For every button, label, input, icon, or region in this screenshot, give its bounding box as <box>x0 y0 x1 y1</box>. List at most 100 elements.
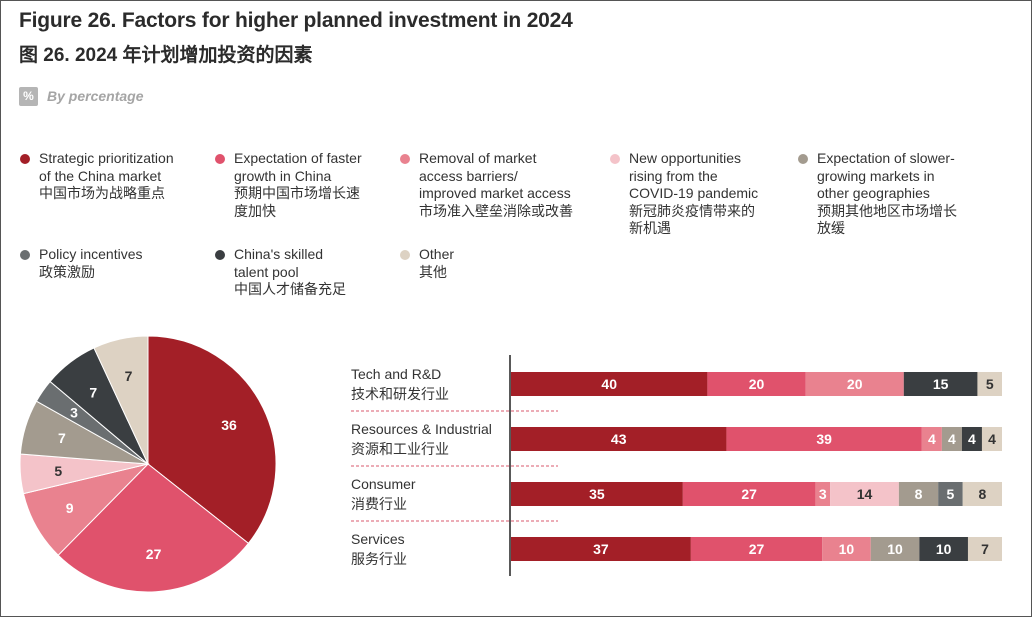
legend-label: Expectation of slower- <box>817 150 955 166</box>
bar-value-label: 10 <box>839 541 855 557</box>
legend-label: Other <box>419 246 455 262</box>
bar-value-label: 5 <box>986 376 994 392</box>
legend-swatch <box>610 154 620 164</box>
legend-label-chinese: 新机遇 <box>629 220 671 236</box>
legend-label: Strategic prioritization <box>39 150 174 166</box>
bar-value-label: 14 <box>857 486 873 502</box>
bar-segment <box>870 537 920 561</box>
bar-value-label: 27 <box>749 541 765 557</box>
bar-value-label: 43 <box>611 431 627 447</box>
bar-value-label: 4 <box>968 431 976 447</box>
legend-label-chinese: 中国人才储备充足 <box>234 281 346 297</box>
legend-label: Expectation of faster <box>234 150 362 166</box>
legend-label-chinese: 放缓 <box>817 220 845 236</box>
legend-label: talent pool <box>234 263 299 280</box>
legend-label-chinese: 中国市场为战略重点 <box>39 185 165 201</box>
category-label-chinese: 服务行业 <box>351 551 407 567</box>
bar-value-label: 4 <box>928 431 936 447</box>
pie-value-label: 7 <box>89 385 97 401</box>
legend-swatch <box>798 154 808 164</box>
unit-label: By percentage <box>47 88 144 104</box>
legend-label-chinese: 预期其他地区市场增长 <box>817 202 957 219</box>
legend-swatch <box>20 154 30 164</box>
figure-title-chinese: 图 26. 2024 年计划增加投资的因素 <box>19 45 313 66</box>
bar-segment <box>977 372 1002 396</box>
bar-value-label: 10 <box>887 541 903 557</box>
percent-icon: % <box>19 87 38 106</box>
bar-segment <box>822 537 871 561</box>
legend-label: improved market access <box>419 185 571 201</box>
bar-value-label: 10 <box>936 541 952 557</box>
bar-segment <box>921 427 942 451</box>
bar-segment <box>961 427 982 451</box>
legend-swatch <box>215 154 225 164</box>
legend-label: other geographies <box>817 185 930 201</box>
legend-swatch <box>215 250 225 260</box>
category-label: Resources & Industrial <box>351 421 492 437</box>
bar-value-label: 35 <box>589 486 605 502</box>
bar-segment <box>690 537 823 561</box>
pie-slice <box>93 335 149 465</box>
bar-value-label: 7 <box>981 541 989 557</box>
legend-label: growing markets in <box>817 167 935 184</box>
bar-value-label: 3 <box>819 486 827 502</box>
pie-value-label: 27 <box>146 546 162 562</box>
pie-value-label: 36 <box>221 417 237 433</box>
bar-value-label: 15 <box>933 376 949 392</box>
bar-segment <box>967 537 1002 561</box>
bar-segment <box>726 427 922 451</box>
category-label-chinese: 资源和工业行业 <box>351 441 449 457</box>
pie-slice <box>57 463 250 593</box>
bar-segment <box>511 537 691 561</box>
bar-segment <box>511 482 683 506</box>
bar-segment <box>898 482 939 506</box>
bar-value-label: 5 <box>947 486 955 502</box>
bar-segment <box>511 427 727 451</box>
bar-value-label: 27 <box>741 486 757 502</box>
pie-value-label: 7 <box>58 430 66 446</box>
bar-segment <box>903 372 978 396</box>
category-label-chinese: 消费行业 <box>351 496 407 512</box>
pie-slice <box>147 335 277 545</box>
legend-swatch <box>20 250 30 260</box>
bar-value-label: 40 <box>601 376 617 392</box>
legend-swatch <box>400 250 410 260</box>
legend-label: rising from the <box>629 167 718 184</box>
bar-value-label: 20 <box>749 376 765 392</box>
legend-label: growth in China <box>234 167 332 184</box>
legend-label-chinese: 预期中国市场增长速 <box>234 185 360 201</box>
category-label: Services <box>351 531 405 547</box>
bar-value-label: 4 <box>988 431 996 447</box>
legend-label: COVID-19 pandemic <box>629 185 759 201</box>
bar-segment <box>682 482 816 506</box>
figure-title: Figure 26. Factors for higher planned in… <box>19 9 573 32</box>
bar-segment <box>707 372 806 396</box>
bar-segment <box>830 482 899 506</box>
bar-value-label: 37 <box>593 541 609 557</box>
legend-label-chinese: 其他 <box>419 263 447 280</box>
legend-label: Removal of market <box>419 150 537 166</box>
bar-value-label: 8 <box>978 486 986 502</box>
legend-label: access barriers/ <box>419 167 518 184</box>
bar-segment <box>941 427 962 451</box>
legend-swatch <box>400 154 410 164</box>
bar-value-label: 39 <box>816 431 832 447</box>
bar-segment <box>805 372 904 396</box>
legend-label-chinese: 度加快 <box>234 202 276 219</box>
bar-segment <box>919 537 968 561</box>
legend-label: of the China market <box>39 167 162 184</box>
bar-value-label: 4 <box>948 431 956 447</box>
bar-segment <box>962 482 1002 506</box>
category-label: Tech and R&D <box>351 366 441 382</box>
bar-segment <box>511 372 708 396</box>
pie-value-label: 9 <box>66 500 74 516</box>
legend-label-chinese: 政策激励 <box>39 263 95 280</box>
category-label-chinese: 技术和研发行业 <box>351 386 449 402</box>
pie-value-label: 5 <box>54 463 62 479</box>
bar-segment <box>815 482 831 506</box>
legend-label-chinese: 市场准入壁垒消除或改善 <box>419 202 573 219</box>
legend-label: Policy incentives <box>39 246 143 262</box>
category-label: Consumer <box>351 476 416 492</box>
